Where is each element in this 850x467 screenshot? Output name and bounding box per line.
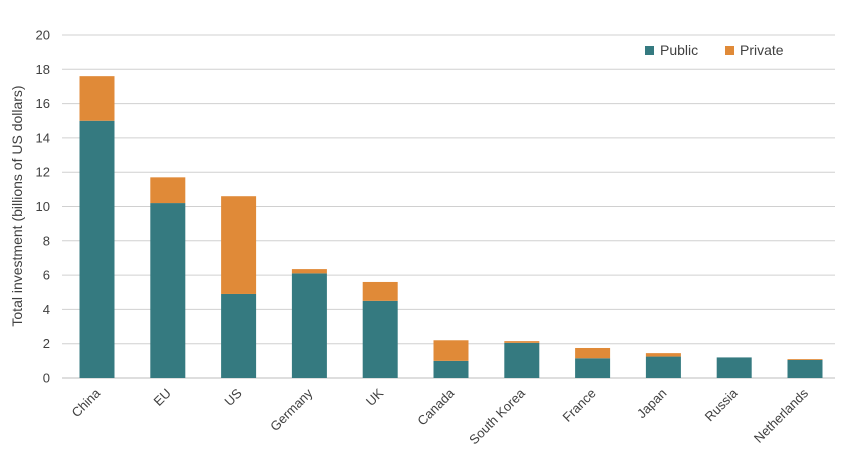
bar-private-france (575, 347, 611, 359)
x-tick-label: Canada (414, 385, 457, 428)
y-axis-title: Total investment (billions of US dollars… (9, 85, 25, 326)
bar-public-japan (645, 356, 681, 378)
bar-public-us (221, 293, 257, 378)
y-tick-label: 0 (43, 371, 50, 386)
x-tick-label: UK (363, 385, 387, 409)
x-tick-label: Russia (702, 385, 741, 424)
legend-swatch-public (645, 46, 654, 55)
x-tick-label: South Korea (466, 385, 528, 447)
y-tick-label: 12 (36, 165, 50, 180)
y-tick-label: 18 (36, 62, 50, 77)
bar-public-eu (150, 203, 186, 378)
y-tick-label: 16 (36, 96, 50, 111)
bar-private-germany (291, 269, 327, 274)
bar-public-france (575, 358, 611, 378)
x-tick-label: Germany (267, 385, 316, 434)
bar-public-uk (362, 300, 398, 378)
legend-label-private: Private (740, 42, 784, 58)
bars-layer (79, 76, 823, 378)
bar-public-south-korea (504, 342, 540, 378)
y-tick-label: 8 (43, 233, 50, 248)
legend-label-public: Public (660, 42, 698, 58)
x-axis-ticks: China EU US Germany UK Canada South Korea Franc… (68, 385, 811, 447)
y-tick-label: 14 (36, 130, 50, 145)
x-tick-label: China (68, 385, 103, 420)
legend-swatch-private (725, 46, 734, 55)
x-tick-label: Netherlands (751, 385, 812, 446)
y-tick-label: 20 (36, 28, 50, 43)
bar-private-uk (362, 281, 398, 301)
bar-private-netherlands (787, 359, 823, 360)
x-tick-label: EU (151, 386, 174, 409)
x-tick-label: France (559, 386, 598, 425)
bar-private-china (79, 76, 115, 121)
y-tick-label: 10 (36, 199, 50, 214)
y-tick-label: 2 (43, 336, 50, 351)
bar-private-eu (150, 177, 186, 204)
bar-public-netherlands (787, 359, 823, 378)
bar-private-canada (433, 340, 469, 361)
bar-private-us (221, 196, 257, 294)
bar-private-japan (645, 353, 681, 357)
y-tick-label: 4 (43, 302, 50, 317)
grid-layer (62, 34, 835, 379)
legend: Public Private (645, 42, 784, 58)
x-tick-label: Japan (634, 386, 670, 422)
y-axis-ticks: 0 2 4 6 8 10 12 14 16 18 20 (36, 28, 50, 386)
y-tick-label: 6 (43, 268, 50, 283)
bar-public-canada (433, 360, 469, 378)
bar-public-germany (291, 273, 327, 378)
x-tick-label: US (221, 385, 245, 409)
bar-private-south-korea (504, 341, 540, 343)
bar-public-china (79, 120, 115, 378)
bar-public-russia (716, 357, 752, 378)
